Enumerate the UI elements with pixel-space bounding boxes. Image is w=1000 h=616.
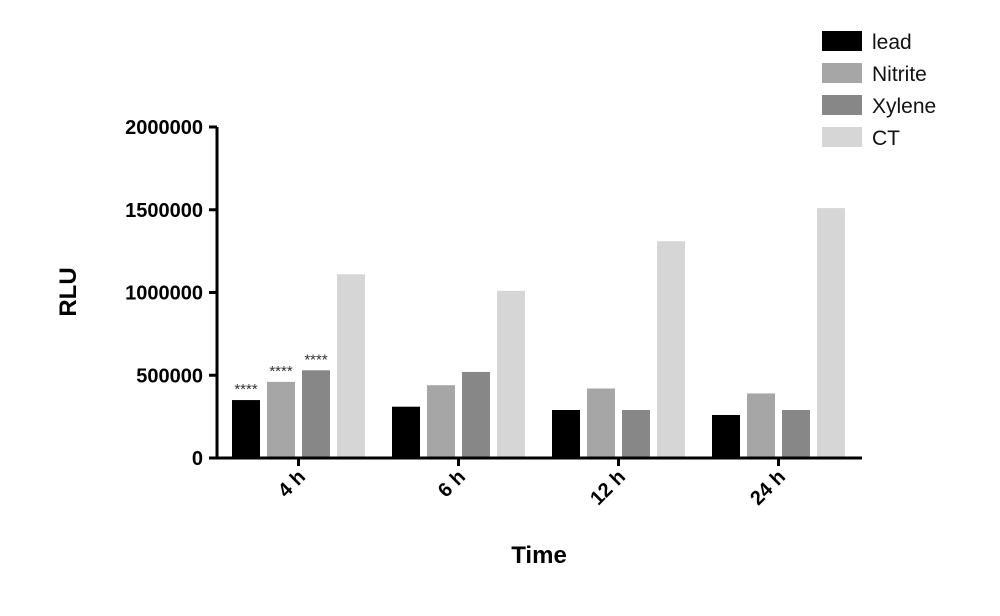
bar-xylene-24-h	[782, 410, 810, 458]
legend-swatch-lead	[822, 31, 862, 51]
x-ticks-group: 4 h 6 h 12 h 24 h	[274, 458, 790, 510]
significance-label: ****	[304, 351, 328, 368]
legend-label-nitrite: Nitrite	[872, 63, 927, 86]
bar-ct-24-h	[817, 208, 845, 458]
bar-ct-12-h	[657, 241, 685, 458]
bar-nitrite-24-h	[747, 393, 775, 458]
bar-lead-4-h	[232, 400, 260, 458]
bar-lead-12-h	[552, 410, 580, 458]
y-tick-label: 500000	[136, 365, 203, 387]
legend-label-xylene: Xylene	[872, 95, 936, 118]
y-tick-label: 2000000	[125, 117, 203, 139]
x-tick-label: 24 h	[746, 466, 790, 510]
x-tick-label: 12 h	[586, 466, 630, 510]
legend-swatch-nitrite	[822, 63, 862, 83]
legend-label-ct: CT	[872, 127, 900, 150]
significance-label: ****	[269, 363, 293, 380]
bar-xylene-4-h	[302, 370, 330, 458]
legend-swatch-ct	[822, 127, 862, 147]
bar-nitrite-12-h	[587, 388, 615, 458]
legend: lead Nitrite Xylene CT	[822, 31, 936, 150]
bar-xylene-12-h	[622, 410, 650, 458]
bar-nitrite-6-h	[427, 385, 455, 458]
bar-nitrite-4-h	[267, 381, 295, 458]
y-tick-label: 1500000	[125, 200, 203, 222]
significance-label: ****	[234, 381, 258, 398]
annotations-group: **** **** ****	[234, 351, 328, 398]
legend-swatch-xylene	[822, 95, 862, 115]
x-tick-label: 6 h	[434, 466, 470, 502]
bar-lead-6-h	[392, 406, 420, 458]
bar-ct-6-h	[497, 290, 525, 458]
bar-ct-4-h	[337, 274, 365, 458]
y-tick-label: 1000000	[125, 283, 203, 305]
legend-label-lead: lead	[872, 31, 912, 54]
y-ticks-group: 0 500000 1000000 1500000 2000000	[125, 117, 217, 470]
x-tick-label: 4 h	[274, 466, 310, 502]
bar-lead-24-h	[712, 414, 740, 458]
bars-group	[232, 208, 845, 458]
bar-xylene-6-h	[462, 371, 490, 458]
x-axis-title: Time	[511, 542, 567, 569]
y-tick-label: 0	[192, 448, 203, 470]
y-axis-title: RLU	[55, 267, 82, 316]
